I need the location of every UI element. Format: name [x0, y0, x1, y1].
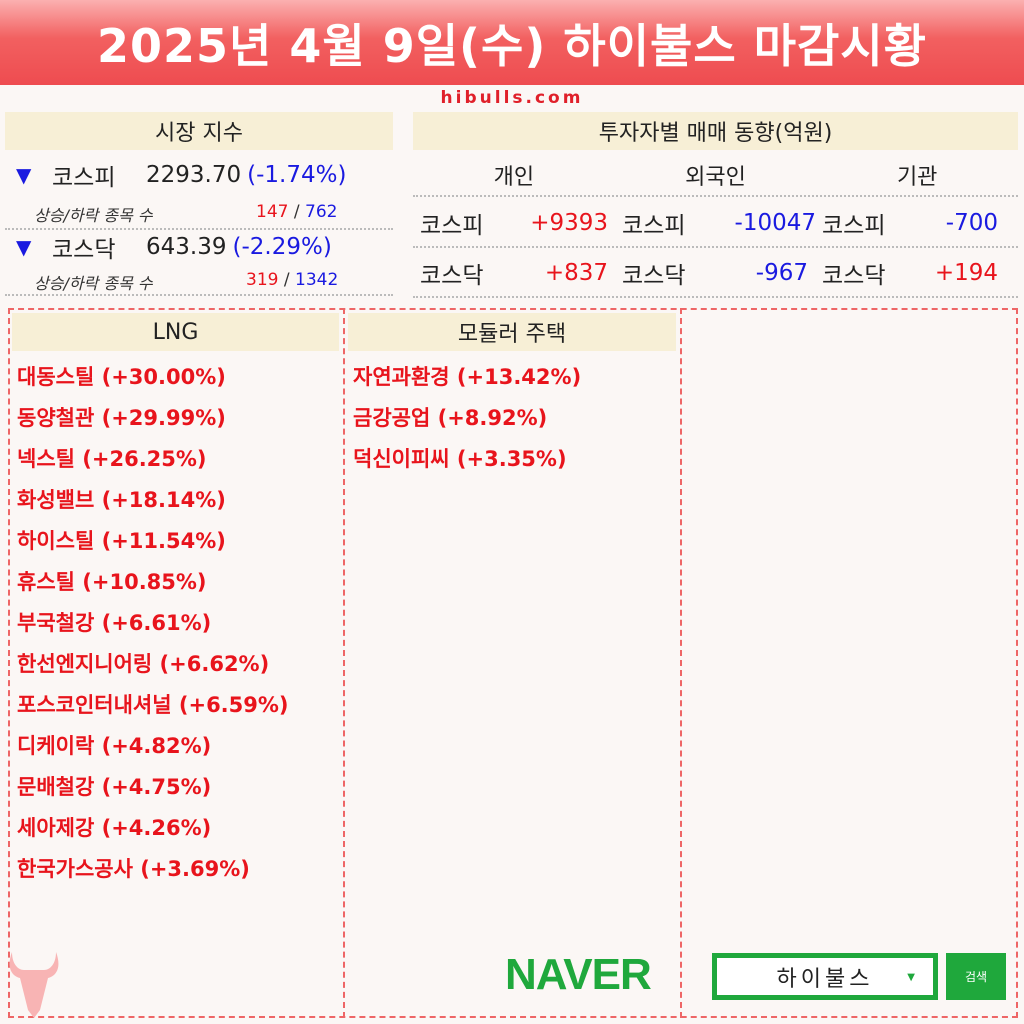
page-title: 2025년 4월 9일(수) 하이불스 마감시황	[0, 0, 1024, 85]
theme-header: 모듈러 주택	[348, 313, 676, 351]
advance-decline-count: 319 / 1342	[246, 270, 339, 290]
divider	[413, 296, 1018, 298]
stock-item: 디케이락 (+4.82%)	[17, 734, 212, 758]
advance-count: 147	[256, 202, 289, 222]
market-label: 코스피	[420, 213, 484, 239]
advance-decline-label: 상승/하락 종목 수	[34, 274, 153, 293]
investor-row-kosdaq: 코스닥 +837 코스닥 -967 코스닥 +194	[420, 255, 1012, 291]
index-value: 2293.70	[146, 162, 242, 188]
stock-item: 덕신이피씨 (+3.35%)	[353, 447, 567, 471]
down-arrow-icon: ▼	[16, 235, 32, 259]
index-name: 코스닥	[52, 237, 116, 263]
stock-item: 금강공업 (+8.92%)	[353, 406, 548, 430]
investor-row-kospi: 코스피 +9393 코스피 -10047 코스피 -700	[420, 205, 1012, 241]
decline-count: 762	[305, 202, 338, 222]
foreign-value: -967	[755, 260, 808, 286]
decline-count: 1342	[295, 270, 339, 290]
divider	[5, 294, 393, 296]
divider	[5, 228, 393, 230]
search-input[interactable]: 하이불스 ▼	[712, 953, 938, 1000]
institution-value: +194	[934, 260, 998, 286]
kospi-row: ▼ 코스피 2293.70 (-1.74%)	[16, 158, 346, 192]
stock-item: 화성밸브 (+18.14%)	[17, 488, 226, 512]
index-name: 코스피	[52, 165, 116, 191]
advance-decline-count: 147 / 762	[256, 202, 338, 222]
stock-item: 동양철관 (+29.99%)	[17, 406, 226, 430]
market-index-header: 시장 지수	[5, 112, 393, 150]
market-label: 코스닥	[622, 263, 686, 289]
individual-value: +9393	[530, 210, 608, 236]
market-label: 코스피	[622, 213, 686, 239]
stock-item: 세아제강 (+4.26%)	[17, 816, 212, 840]
index-value: 643.39	[146, 234, 227, 260]
investor-columns: 개인 외국인 기관	[413, 158, 1018, 192]
divider	[413, 246, 1018, 248]
divider	[413, 195, 1018, 197]
stock-item: 부국철강 (+6.61%)	[17, 611, 212, 635]
individual-value: +837	[544, 260, 608, 286]
down-arrow-icon: ▼	[16, 163, 32, 187]
theme-stock-list: 자연과환경 (+13.42%) 금강공업 (+8.92%) 덕신이피씨 (+3.35…	[353, 357, 581, 480]
stock-item: 하이스틸 (+11.54%)	[17, 529, 226, 553]
dropdown-caret-icon: ▼	[907, 972, 919, 983]
stock-item: 한선엔지니어링 (+6.62%)	[17, 652, 270, 676]
divider	[680, 308, 682, 1018]
advance-decline-label: 상승/하락 종목 수	[34, 206, 153, 225]
search-query: 하이불스	[776, 966, 874, 992]
naver-logo: NAVER	[505, 950, 652, 999]
column-institution: 기관	[896, 165, 938, 190]
market-label: 코스피	[822, 213, 886, 239]
index-change: (-2.29%)	[232, 234, 332, 260]
advance-count: 319	[246, 270, 279, 290]
market-label: 코스닥	[420, 263, 484, 289]
search-button[interactable]: 검색	[946, 953, 1006, 1000]
stock-item: 자연과환경 (+13.42%)	[353, 365, 582, 389]
index-change: (-1.74%)	[247, 162, 347, 188]
stock-item: 휴스틸 (+10.85%)	[17, 570, 207, 594]
site-url: hibulls.com	[440, 88, 584, 108]
market-label: 코스닥	[822, 263, 886, 289]
investor-header: 투자자별 매매 동향(억원)	[413, 112, 1018, 150]
bull-logo-icon	[9, 952, 59, 1018]
column-foreign: 외국인	[685, 165, 746, 190]
kosdaq-row: ▼ 코스닥 643.39 (-2.29%)	[16, 230, 332, 264]
foreign-value: -10047	[734, 210, 816, 236]
stock-item: 넥스틸 (+26.25%)	[17, 447, 207, 471]
stock-item: 대동스틸 (+30.00%)	[17, 365, 226, 389]
theme-stock-list: 대동스틸 (+30.00%) 동양철관 (+29.99%) 넥스틸 (+26.25%…	[17, 357, 289, 890]
themes-panel	[8, 308, 1018, 1018]
divider	[343, 308, 345, 1018]
stock-item: 문배철강 (+4.75%)	[17, 775, 212, 799]
stock-item: 포스코인터내셔널 (+6.59%)	[17, 693, 289, 717]
stock-item: 한국가스공사 (+3.69%)	[17, 857, 250, 881]
column-individual: 개인	[493, 165, 535, 190]
institution-value: -700	[945, 210, 998, 236]
theme-header: LNG	[12, 313, 339, 351]
